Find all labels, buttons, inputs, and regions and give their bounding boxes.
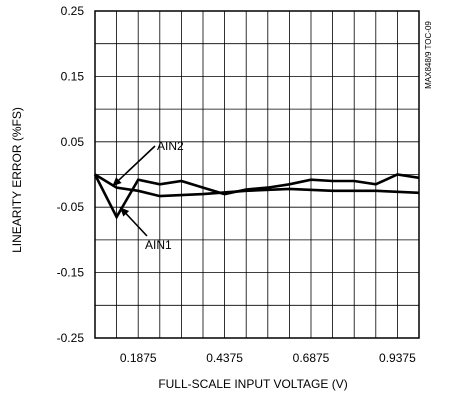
y-tick-label: 0.25 (61, 4, 85, 18)
x-tick-label: 0.9375 (379, 351, 416, 365)
y-axis-label: LINEARITY ERROR (%FS) (10, 107, 24, 253)
document-id: MAX848/9 TOC-09 (424, 21, 433, 89)
x-tick-label: 0.4375 (206, 351, 243, 365)
annotation-ain1-label: AIN1 (145, 238, 172, 252)
x-tick-label: 0.1875 (120, 351, 157, 365)
series-line-ain2 (93, 173, 420, 220)
grid (95, 11, 419, 338)
y-tick-label: 0.05 (61, 135, 85, 149)
y-tick-label: -0.25 (57, 331, 85, 345)
x-axis-label: FULL-SCALE INPUT VOLTAGE (V) (158, 377, 347, 391)
y-tick-label: -0.05 (57, 200, 85, 214)
annotation-ain1-arrow (119, 206, 148, 237)
y-tick-label: -0.15 (57, 266, 85, 280)
series-lines (93, 173, 420, 220)
x-tick-label: 0.6875 (293, 351, 330, 365)
annotation-ain2-label: AIN2 (157, 139, 184, 153)
annotations: AIN2 AIN1 (111, 139, 184, 252)
annotation-ain2-arrow (111, 145, 156, 187)
y-tick-labels: 0.25 0.15 0.05 -0.05 -0.15 -0.25 (57, 4, 85, 345)
plot-frame (94, 10, 420, 339)
y-tick-label: 0.15 (61, 69, 85, 83)
x-tick-labels: 0.1875 0.4375 0.6875 0.9375 (120, 351, 416, 365)
series-line-ain1 (94, 173, 420, 198)
